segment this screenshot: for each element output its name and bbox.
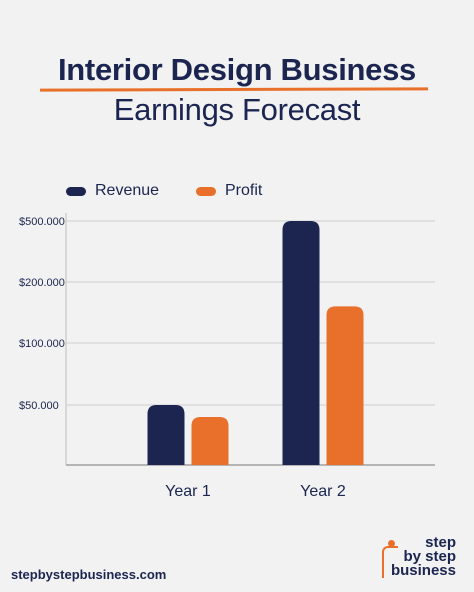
brand-logo: step by step business <box>382 534 456 579</box>
logo-dot-icon <box>388 540 395 547</box>
legend-swatch-revenue <box>66 186 86 196</box>
legend-item-revenue: Revenue <box>66 182 159 200</box>
logo-text-line1: step <box>425 534 456 551</box>
y-tick-label: $200.000 <box>19 277 65 289</box>
bar-profit-year-2 <box>326 306 364 465</box>
chart-title-line1: Interior Design Business <box>57 52 416 87</box>
legend-label-revenue: Revenue <box>95 182 160 199</box>
x-tick-label: Year 2 <box>300 483 346 500</box>
logo-stair-icon <box>382 546 398 578</box>
y-tick-label: $100.000 <box>19 338 65 350</box>
footer-url[interactable]: stepbystepbusiness.com <box>11 567 167 582</box>
bar-revenue-year-1 <box>147 405 185 465</box>
bar-revenue-year-2 <box>282 221 320 465</box>
logo-text-line2: by step <box>403 548 456 565</box>
y-tick-label: $500.000 <box>19 216 65 228</box>
bar-profit-year-1 <box>191 417 229 465</box>
legend-item-profit: Profit <box>196 182 262 200</box>
x-tick-label: Year 1 <box>165 483 211 500</box>
legend-swatch-profit <box>196 186 216 196</box>
legend-label-profit: Profit <box>225 182 263 199</box>
y-tick-label: $50.000 <box>19 400 59 412</box>
chart-title-line2: Earnings Forecast <box>113 92 361 127</box>
logo-text-line3: business <box>390 562 456 579</box>
title-block: Interior Design Business Earnings Foreca… <box>0 52 474 128</box>
